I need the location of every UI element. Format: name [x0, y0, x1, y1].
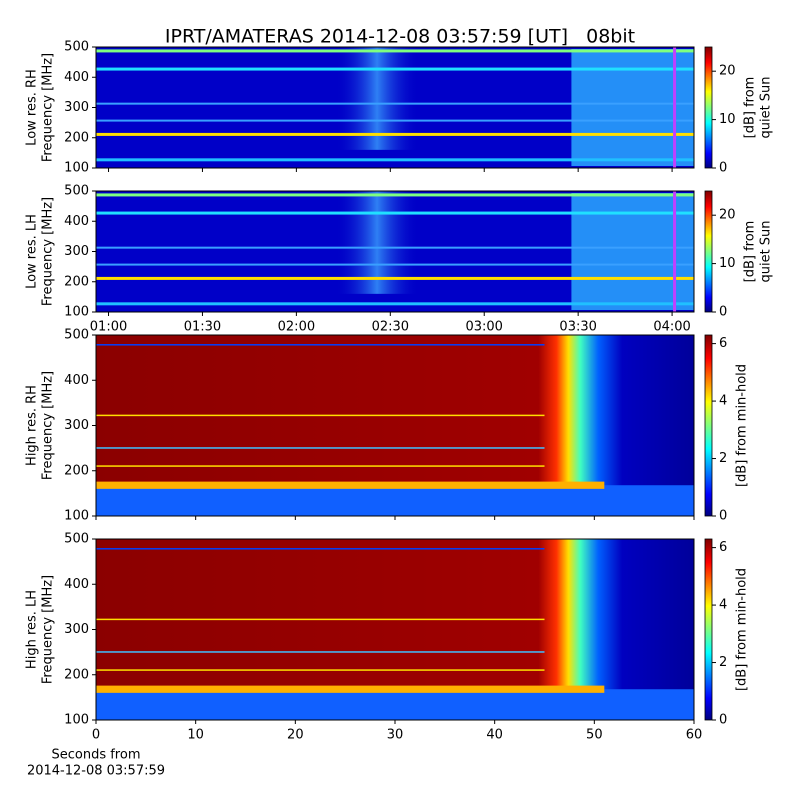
x-tick-label: 0	[92, 728, 100, 743]
x-tick-label: 02:30	[372, 320, 409, 335]
spectrogram-band	[96, 132, 694, 136]
colorbar-tick-label: 2	[719, 451, 727, 466]
x-tick-label: 04:00	[653, 320, 690, 335]
spectrogram-band	[96, 651, 545, 653]
y-tick-label: 100	[64, 161, 89, 176]
spectrogram-band	[96, 263, 694, 266]
colorbar	[704, 334, 713, 517]
x-tick-label: 01:30	[184, 320, 221, 335]
spectrogram-band	[96, 246, 694, 249]
spectrogram-band	[96, 447, 545, 449]
y-tick-label: 100	[64, 509, 89, 524]
spectrogram-band	[96, 414, 545, 417]
spectrogram-low-band-edge	[96, 685, 605, 693]
x-axis-label: Seconds from	[51, 748, 140, 763]
y-axis-label: Frequency [MHz]	[41, 197, 56, 306]
spectrogram-band	[96, 465, 545, 467]
y-axis-label: High res. RH	[25, 385, 40, 466]
colorbar-tick-label: 4	[719, 394, 727, 409]
y-axis-label: Frequency [MHz]	[41, 371, 56, 480]
spectrogram-band	[96, 669, 545, 671]
y-axis-label: Frequency [MHz]	[41, 53, 56, 162]
x-tick-label: 50	[586, 728, 603, 743]
y-axis-label: Low res. RH	[25, 69, 40, 146]
colorbar-tick-label: 2	[719, 655, 727, 670]
y-tick-label: 200	[64, 130, 89, 145]
x-tick-label: 03:00	[465, 320, 502, 335]
spectrogram-marker	[673, 191, 677, 312]
x-tick-label: 30	[387, 728, 404, 743]
y-tick-label: 500	[64, 184, 89, 199]
y-tick-label: 400	[64, 70, 89, 85]
y-tick-label: 500	[64, 40, 89, 55]
spectrogram-band	[96, 276, 694, 280]
colorbar-label: [dB] from min-hold	[735, 364, 750, 487]
colorbar	[704, 46, 713, 169]
spectrogram-low-band	[96, 689, 694, 720]
colorbar-tick-label: 0	[719, 305, 727, 320]
colorbar-label: [dB] from	[743, 221, 758, 283]
y-tick-label: 200	[64, 274, 89, 289]
colorbar-tick-label: 6	[719, 540, 727, 555]
x-axis-label: 2014-12-08 03:57:59	[27, 764, 165, 779]
y-tick-label: 500	[64, 532, 89, 547]
colorbar-label: [dB] from min-hold	[735, 568, 750, 691]
y-tick-label: 400	[64, 373, 89, 388]
figure-title: IPRT/AMATERAS 2014-12-08 03:57:59 [UT] 0…	[165, 26, 635, 48]
y-tick-label: 200	[64, 463, 89, 478]
spectrogram-band	[96, 193, 694, 197]
spectrogram-low-band	[96, 485, 694, 516]
y-axis-label: High res. LH	[25, 590, 40, 669]
y-tick-label: 100	[64, 713, 89, 728]
colorbar-tick-label: 20	[719, 64, 736, 79]
x-tick-label: 40	[486, 728, 503, 743]
x-tick-label: 01:00	[90, 320, 127, 335]
colorbar-tick-label: 0	[719, 509, 727, 524]
colorbar	[704, 538, 713, 721]
spectrogram-marker	[673, 47, 677, 168]
x-tick-label: 10	[187, 728, 204, 743]
spectrogram-band	[96, 67, 694, 71]
y-tick-label: 300	[64, 622, 89, 637]
spectrogram-band	[96, 211, 694, 215]
spectrogram-band	[96, 119, 694, 122]
x-tick-label: 60	[686, 728, 703, 743]
x-tick-label: 03:30	[559, 320, 596, 335]
y-axis-label: Frequency [MHz]	[41, 575, 56, 684]
colorbar-tick-label: 0	[719, 713, 727, 728]
y-tick-label: 400	[64, 214, 89, 229]
spectrogram-low-band-edge	[96, 481, 605, 489]
y-tick-label: 200	[64, 667, 89, 682]
spectrogram-band	[96, 49, 694, 53]
y-tick-label: 300	[64, 244, 89, 259]
spectrogram-band	[96, 344, 545, 346]
spectrogram-band	[96, 158, 694, 162]
colorbar-label: quiet Sun	[759, 76, 774, 138]
colorbar-tick-label: 6	[719, 336, 727, 351]
spectrogram-band	[96, 618, 545, 621]
y-tick-label: 300	[64, 100, 89, 115]
y-tick-label: 100	[64, 305, 89, 320]
spectrogram-band	[96, 102, 694, 105]
y-tick-label: 400	[64, 577, 89, 592]
y-tick-label: 300	[64, 418, 89, 433]
colorbar-tick-label: 4	[719, 598, 727, 613]
y-tick-label: 500	[64, 328, 89, 343]
y-axis-label: Low res. LH	[25, 214, 40, 289]
spectrogram-band	[96, 302, 694, 306]
colorbar-label: [dB] from	[743, 77, 758, 139]
colorbar	[704, 190, 713, 313]
colorbar-tick-label: 0	[719, 161, 727, 176]
x-tick-label: 20	[287, 728, 304, 743]
x-tick-label: 02:00	[278, 320, 315, 335]
spectrogram-burst	[335, 47, 419, 150]
spectrogram-band	[96, 548, 545, 550]
colorbar-tick-label: 20	[719, 208, 736, 223]
colorbar-tick-label: 10	[719, 112, 736, 127]
spectrogram-burst	[335, 191, 419, 294]
colorbar-label: quiet Sun	[759, 220, 774, 282]
colorbar-tick-label: 10	[719, 256, 736, 271]
